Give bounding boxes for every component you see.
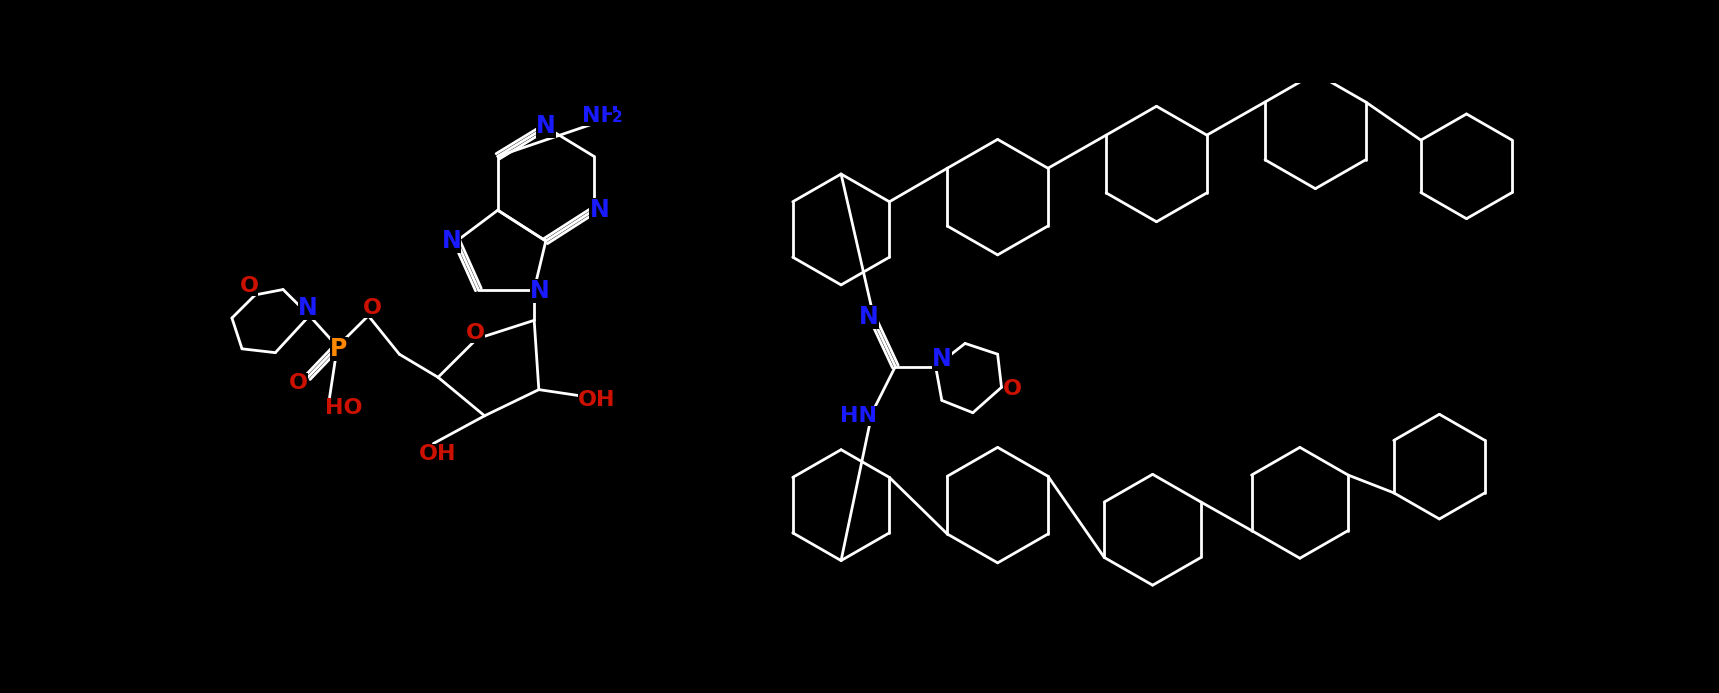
Text: N: N <box>529 279 550 303</box>
Text: O: O <box>466 323 485 342</box>
Text: HO: HO <box>325 398 363 418</box>
Text: HN: HN <box>839 406 877 426</box>
Text: N: N <box>536 114 555 139</box>
Text: 2: 2 <box>612 110 622 125</box>
Text: O: O <box>363 298 382 318</box>
Text: N: N <box>860 305 878 329</box>
Text: N: N <box>590 198 609 222</box>
Text: NH: NH <box>581 105 619 125</box>
Text: N: N <box>932 346 952 371</box>
Text: P: P <box>330 337 347 361</box>
Text: O: O <box>1002 379 1021 399</box>
Text: O: O <box>239 276 258 296</box>
Text: N: N <box>297 296 318 320</box>
Text: OH: OH <box>578 390 615 410</box>
Text: O: O <box>289 374 308 394</box>
Text: N: N <box>442 229 461 253</box>
Text: OH: OH <box>418 444 456 464</box>
